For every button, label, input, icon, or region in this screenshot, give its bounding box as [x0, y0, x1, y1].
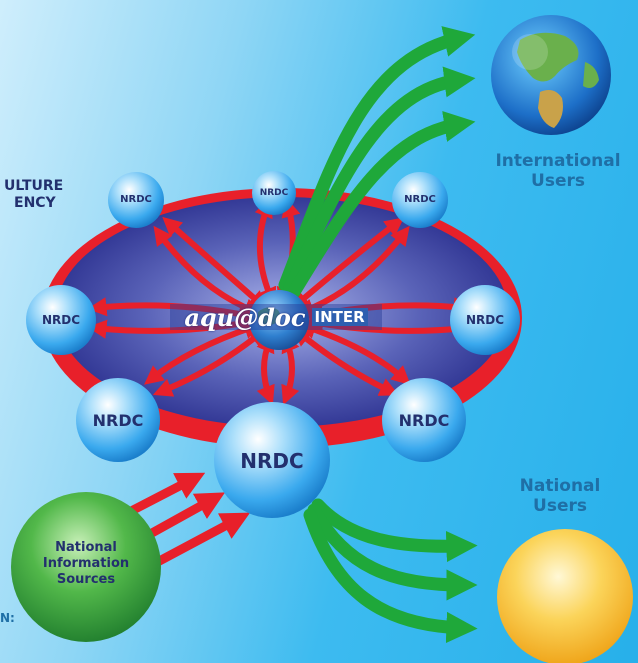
nrdc-left-label: NRDC — [41, 313, 81, 327]
national-users-line2: Users — [533, 496, 587, 516]
nrdc-lower-right-sphere — [382, 378, 466, 462]
nrdc-top-label: NRDC — [259, 188, 289, 198]
nrdc-right-label: NRDC — [465, 313, 505, 327]
left-cut-line2: ENCY — [14, 195, 56, 211]
national-arrows — [303, 498, 478, 644]
sources-line1: National — [55, 540, 117, 555]
nrdc-lower-left-sphere — [76, 378, 160, 462]
nrdc-main-label: NRDC — [240, 449, 304, 473]
international-line1: International — [495, 151, 621, 171]
international-line2: Users — [531, 171, 585, 191]
international-arrows — [278, 26, 476, 299]
sources-sphere — [11, 492, 161, 642]
nrdc-lower-right-label: NRDC — [398, 411, 450, 430]
left-cut-line1: ULTURE — [4, 178, 64, 194]
globe-icon — [491, 15, 611, 135]
national-sources-label: National Information Sources — [16, 540, 156, 588]
nrdc-upper-left-sphere — [108, 172, 164, 228]
aquadoc-logo: aqu@doc INTER — [170, 302, 382, 332]
nrdc-upper-right-label: NRDC — [404, 194, 436, 205]
nrdc-right-sphere — [450, 285, 520, 355]
nrdc-top-sphere — [252, 171, 296, 215]
logo-inter: INTER — [311, 308, 368, 326]
sources-line2: Information — [42, 556, 130, 571]
nrdc-lower-left-label: NRDC — [92, 411, 144, 430]
nrdc-main-sphere — [214, 402, 330, 518]
international-users-label: International Users — [478, 151, 638, 191]
sources-line3: Sources — [56, 572, 116, 587]
hub-land — [258, 307, 281, 326]
nrdc-upper-left-label: NRDC — [120, 194, 152, 205]
left-cut-bottom: N: — [0, 611, 15, 625]
sun-sphere-icon — [497, 529, 633, 663]
logo-aquadoc: aqu@doc — [184, 302, 306, 332]
nrdc-upper-right-sphere — [392, 172, 448, 228]
national-users-label: National Users — [492, 476, 628, 516]
hub-globe-icon — [249, 290, 309, 350]
left-cut-text: ULTURE ENCY — [0, 178, 63, 212]
nrdc-left-sphere — [26, 285, 96, 355]
national-users-line1: National — [519, 476, 601, 496]
